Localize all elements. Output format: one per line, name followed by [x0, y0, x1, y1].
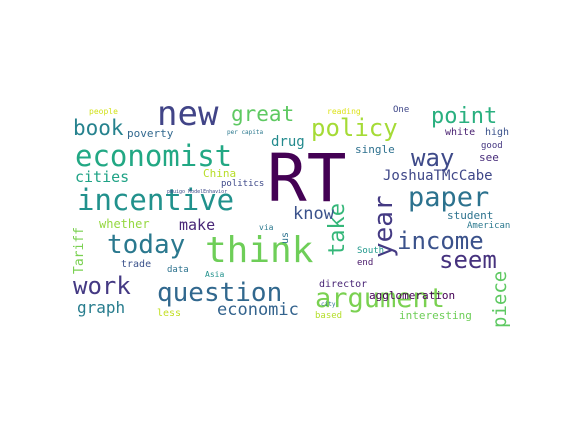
word-less: less [157, 308, 182, 319]
word-joshuatmccabe: JoshuaTMcCabe [383, 168, 493, 184]
word-reading: reading [327, 107, 361, 116]
word-way: way [411, 144, 455, 172]
word-one: One [393, 105, 410, 115]
word-high: high [485, 127, 510, 138]
word-rt: RT [267, 140, 347, 217]
word-incentive: incentive [77, 183, 235, 217]
word-book: book [73, 116, 124, 140]
word-people: people [89, 107, 118, 116]
word-based: based [315, 311, 343, 321]
word-agglomeration: agglomeration [369, 289, 456, 302]
word-per-capita: per capita [227, 129, 264, 136]
word-drug: drug [271, 134, 305, 150]
word-argument: argument [315, 283, 446, 314]
word-cloud: RT think incentive new economist argumen… [71, 102, 518, 328]
word-paper: paper [408, 182, 490, 213]
word-great: great [231, 102, 295, 126]
word-good: good [481, 141, 503, 151]
word-think: think [205, 230, 314, 271]
word-seem: seem [439, 246, 497, 274]
word-director: director [319, 279, 368, 290]
word-policy: policy [311, 114, 398, 142]
word-point: point [431, 104, 498, 129]
word-trade: trade [121, 259, 152, 270]
word-economic: economic [217, 300, 299, 320]
word-end: end [357, 258, 374, 268]
word-white: white [445, 127, 476, 138]
word-single: single [355, 143, 395, 156]
word-student: student [447, 209, 494, 222]
word-asia: Asia [205, 270, 225, 279]
word-data: data [167, 265, 189, 275]
word-interesting: interesting [399, 309, 472, 322]
word-poverty: poverty [127, 127, 174, 140]
word-via: via [259, 223, 274, 232]
word-new: new [157, 102, 219, 134]
word-question: question [157, 278, 283, 308]
word-american: American [467, 221, 511, 231]
word-city: city [321, 301, 336, 308]
word-south: South [357, 246, 385, 256]
word-make: make [179, 216, 216, 234]
word-tariff: Tariff [72, 227, 87, 274]
word-us: us [280, 231, 291, 244]
word-economist: economist [75, 139, 233, 173]
word-graph: graph [77, 298, 126, 317]
word-whether: whether [99, 217, 150, 231]
word-pmuigo-modelenhavior: pmuigo ModelEnhavior [167, 189, 228, 195]
word-china: China [203, 167, 237, 180]
word-today: today [107, 230, 186, 260]
word-know: know [293, 204, 334, 224]
word-work: work [73, 272, 131, 300]
word-piece: piece [489, 270, 511, 328]
word-politics: politics [221, 179, 265, 189]
word-cities: cities [75, 168, 130, 186]
word-income: income [397, 227, 484, 255]
word-see: see [479, 151, 499, 164]
